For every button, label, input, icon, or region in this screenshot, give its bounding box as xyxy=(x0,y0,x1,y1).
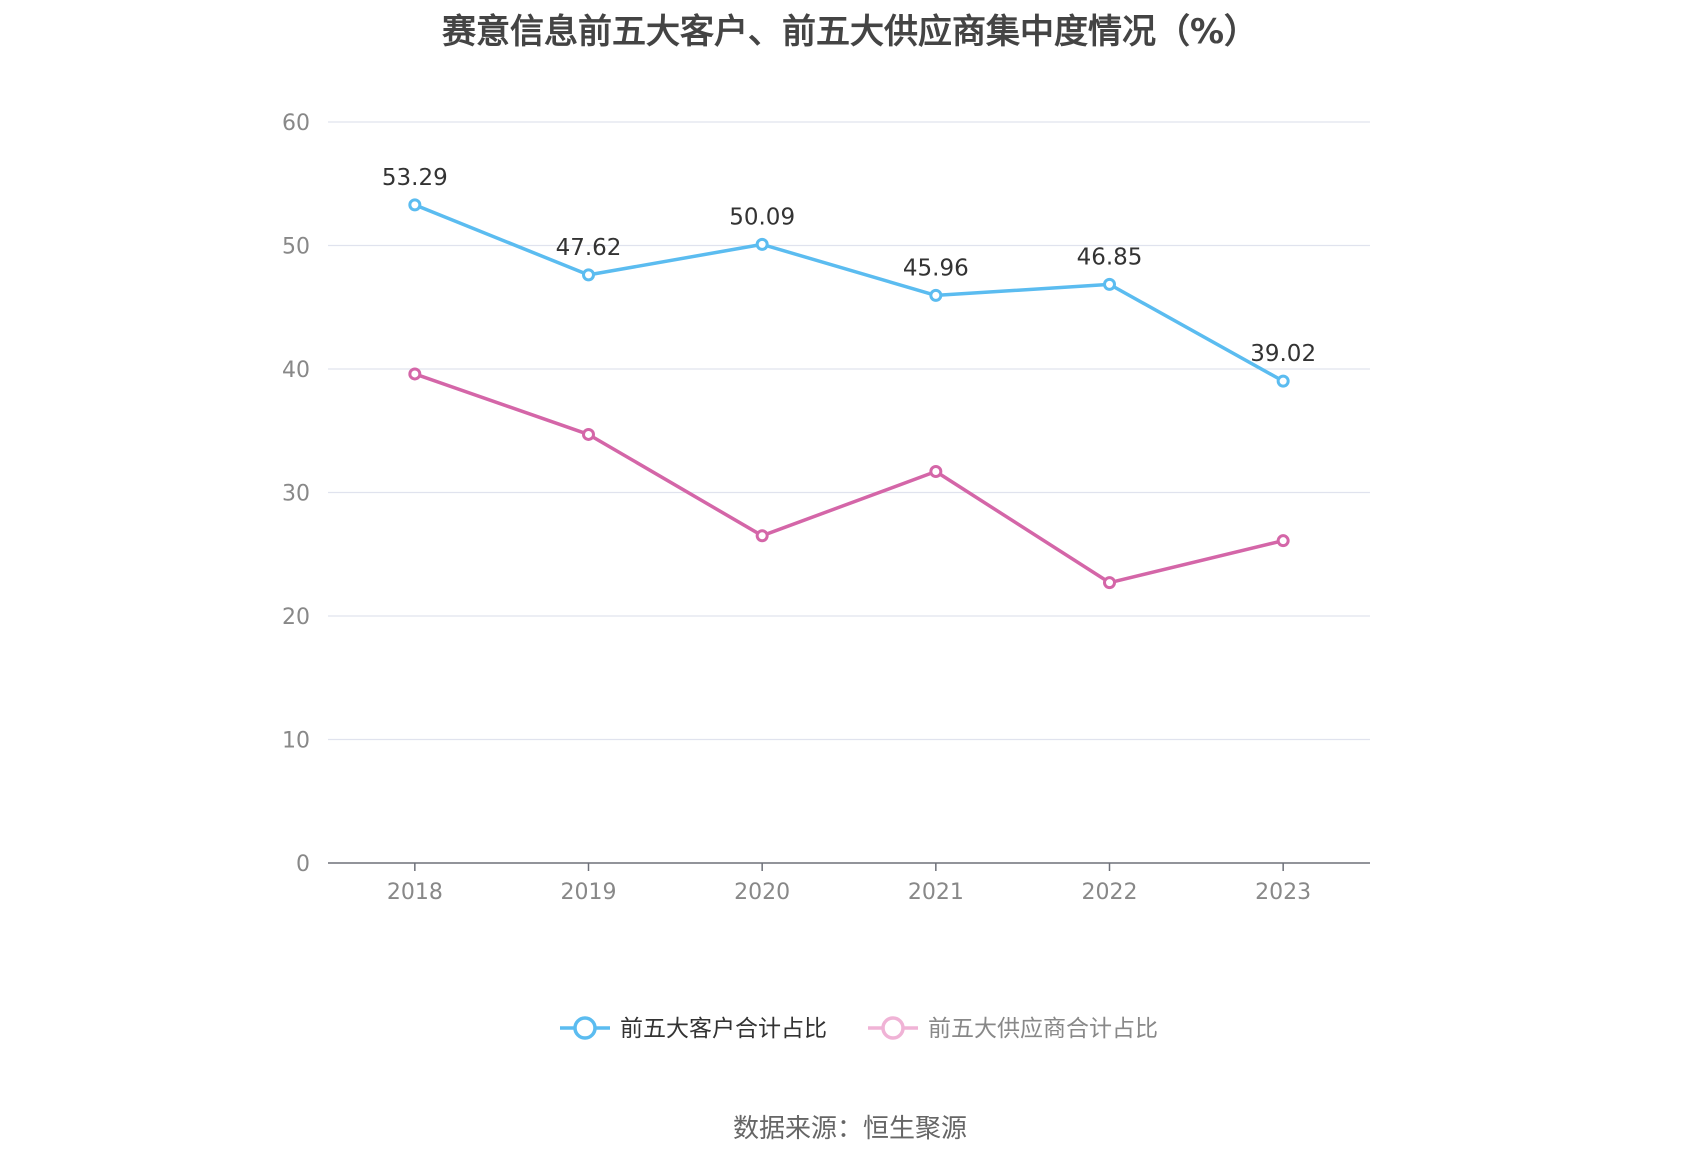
data-label: 45.96 xyxy=(903,255,969,281)
data-label: 53.29 xyxy=(382,165,448,191)
legend-label: 前五大客户合计占比 xyxy=(620,1016,827,1042)
x-tick-label: 2018 xyxy=(387,880,443,905)
data-label: 39.02 xyxy=(1250,341,1316,367)
legend-marker-icon xyxy=(881,1016,905,1040)
series-1-point[interactable] xyxy=(1276,534,1290,548)
series-0-point[interactable] xyxy=(408,198,422,212)
y-tick-label: 10 xyxy=(282,729,310,754)
x-tick-label: 2020 xyxy=(734,880,790,905)
data-label: 50.09 xyxy=(729,204,795,230)
series-1-point[interactable] xyxy=(582,427,595,441)
y-tick-label: 20 xyxy=(282,605,310,630)
source-note: 数据来源：恒生聚源 xyxy=(732,1114,967,1144)
legend-item-1[interactable]: 前五大供应商合计占比 xyxy=(868,1016,1158,1042)
legend: 前五大客户合计占比 前五大供应商合计占比 xyxy=(560,1016,1158,1042)
data-label: 47.62 xyxy=(556,235,622,261)
series-0-point[interactable] xyxy=(929,288,943,302)
y-tick-label: 60 xyxy=(282,111,310,136)
legend-label: 前五大供应商合计占比 xyxy=(928,1016,1158,1042)
grid-lines xyxy=(328,121,1370,741)
series-line-0 xyxy=(414,203,1285,383)
series-0-point[interactable] xyxy=(582,268,595,282)
x-tick-label: 2022 xyxy=(1082,880,1138,905)
legend-marker-icon xyxy=(573,1016,597,1040)
x-tick-label: 2023 xyxy=(1255,880,1311,905)
legend-item-0[interactable]: 前五大客户合计占比 xyxy=(560,1016,827,1042)
series-1-point[interactable] xyxy=(408,367,422,381)
axes: 0 10 20 30 40 50 60 2018 2019 2020 2021 2022 2023 xyxy=(282,111,1370,905)
series-1-point[interactable] xyxy=(929,465,943,479)
series-0-point[interactable] xyxy=(755,237,769,251)
data-labels: 53.29 47.62 50.09 45.96 46.85 39.02 xyxy=(382,165,1316,367)
chart-title: 赛意信息前五大客户、前五大供应商集中度情况（%） xyxy=(441,12,1259,52)
data-label: 46.85 xyxy=(1077,244,1143,270)
series-0-point[interactable] xyxy=(1103,277,1116,291)
x-tick-label: 2019 xyxy=(561,880,617,905)
y-tick-label: 50 xyxy=(282,235,310,260)
series-1-point[interactable] xyxy=(1103,576,1116,590)
series-1-point[interactable] xyxy=(755,529,769,543)
y-tick-label: 30 xyxy=(282,482,310,507)
y-tick-label: 40 xyxy=(282,358,310,383)
y-tick-label: 0 xyxy=(296,852,310,877)
series-line-1 xyxy=(414,372,1284,585)
series-0-point[interactable] xyxy=(1276,374,1290,388)
series xyxy=(408,198,1290,590)
x-tick-label: 2021 xyxy=(908,880,964,905)
